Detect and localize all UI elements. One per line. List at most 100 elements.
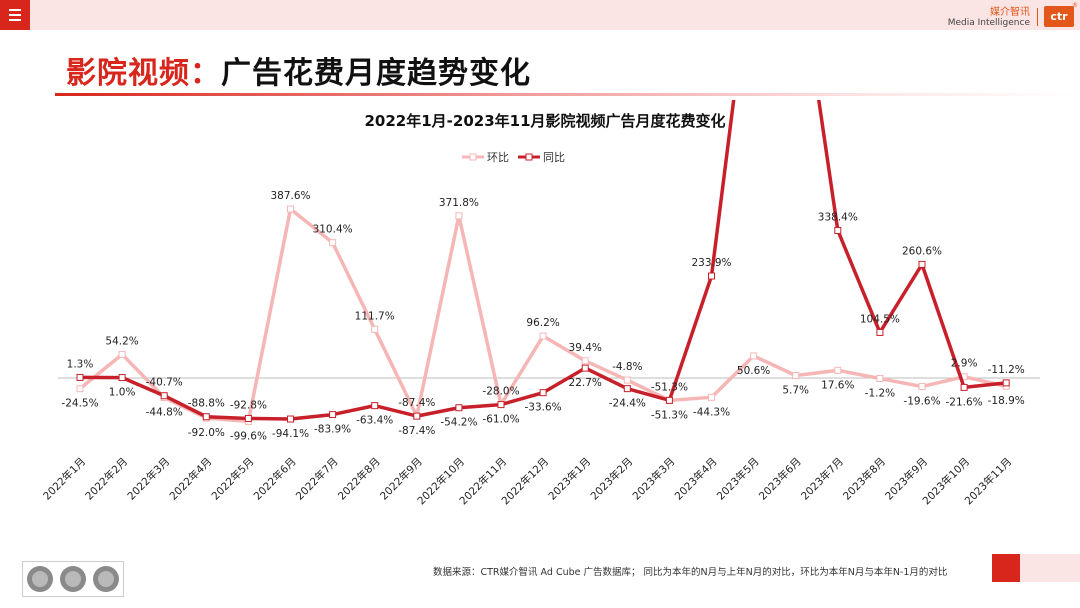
- x-tick-label: 2023年8月: [840, 455, 888, 503]
- data-label: 2.9%: [951, 358, 978, 370]
- data-label: -88.8%: [188, 398, 225, 410]
- data-label: -54.2%: [440, 417, 477, 429]
- x-tick-label: 2023年4月: [672, 455, 720, 503]
- data-label: -51.3%: [651, 381, 688, 393]
- data-label: -87.4%: [398, 397, 435, 409]
- data-label: -44.8%: [146, 407, 183, 419]
- mom-point: [708, 393, 715, 401]
- mom-point: [329, 239, 337, 247]
- series-line-yoy: [79, 100, 1007, 421]
- data-label: 1.0%: [109, 387, 136, 399]
- yoy-point: [918, 260, 926, 268]
- title-underline: [55, 93, 1080, 96]
- x-tick-label: 2023年3月: [630, 455, 678, 503]
- x-tick-label: 2023年1月: [546, 455, 594, 503]
- data-label: -21.6%: [946, 396, 983, 408]
- yoy-point: [539, 389, 547, 397]
- data-label: -40.7%: [146, 377, 183, 389]
- data-label: -44.3%: [693, 406, 730, 418]
- brand-cn: 媒介智讯: [990, 7, 1030, 18]
- page-title: 影院视频：广告花费月度趋势变化: [66, 48, 531, 92]
- x-tick-label: 2022年7月: [293, 455, 341, 503]
- yoy-point: [876, 328, 884, 336]
- yoy-point: [623, 385, 631, 393]
- x-tick-label: 2022年3月: [125, 455, 173, 503]
- yoy-point: [160, 392, 168, 400]
- data-label: 233.9%: [691, 257, 731, 269]
- data-label: -28.0%: [482, 386, 519, 398]
- data-label: -51.3%: [651, 409, 688, 421]
- x-tick-label: 2023年2月: [588, 455, 636, 503]
- brand-divider: [1037, 8, 1038, 26]
- mom-point: [118, 350, 126, 358]
- data-label: 387.6%: [270, 190, 310, 202]
- data-label: 50.6%: [737, 365, 770, 377]
- data-label: -1.2%: [865, 388, 895, 400]
- brand-text: 媒介智讯 Media Intelligence: [948, 7, 1030, 29]
- yoy-point: [960, 383, 968, 391]
- data-label: -11.2%: [988, 364, 1025, 376]
- footer-accent-block: [992, 554, 1020, 582]
- x-tick-label: 2023年6月: [756, 455, 804, 503]
- yoy-point: [413, 412, 421, 420]
- sgs-badge-icon: [93, 566, 120, 592]
- ctr-logo: ctr: [1044, 6, 1074, 27]
- mom-point: [918, 383, 926, 391]
- mom-point: [581, 357, 589, 365]
- page-title-main: 广告花费月度趋势变化: [221, 56, 531, 91]
- data-label: 54.2%: [105, 335, 138, 347]
- yoy-point: [287, 415, 294, 423]
- data-label: -99.6%: [230, 430, 267, 442]
- data-label: 338.4%: [818, 211, 858, 223]
- data-label: -92.8%: [230, 399, 267, 411]
- yoy-point: [244, 414, 252, 422]
- data-label: -87.4%: [398, 425, 435, 437]
- yoy-point: [76, 373, 84, 381]
- data-label: -4.8%: [612, 361, 642, 373]
- mom-point: [623, 376, 631, 384]
- data-label: 104.5%: [860, 313, 900, 325]
- data-label: 260.6%: [902, 245, 942, 257]
- data-label: -19.6%: [903, 396, 940, 408]
- data-label: 39.4%: [569, 342, 602, 354]
- mom-point: [750, 352, 758, 360]
- data-label: -63.4%: [356, 415, 393, 427]
- menu-icon[interactable]: [0, 0, 30, 30]
- yoy-point: [708, 272, 715, 280]
- yoy-point: [329, 411, 337, 419]
- data-label: 22.7%: [569, 377, 602, 389]
- chart-title: 2022年1月-2023年11月影院视频广告月度花费变化: [364, 112, 725, 130]
- yoy-point: [1002, 379, 1010, 387]
- data-label: 111.7%: [355, 310, 395, 322]
- data-label: 371.8%: [439, 197, 479, 209]
- source-note: 数据来源：CTR媒介智讯 Ad Cube 广告数据库； 同比为本年的N月与上年N…: [433, 567, 948, 578]
- mom-point: [76, 385, 84, 393]
- mom-point: [371, 325, 379, 333]
- certification-badges: [22, 561, 124, 597]
- x-tick-label: 2022年2月: [83, 455, 131, 503]
- x-tick-label: 2022年1月: [40, 455, 88, 503]
- sgs-badge-icon: [59, 566, 86, 592]
- data-label: -83.9%: [314, 424, 351, 436]
- yoy-point: [581, 364, 589, 372]
- registered-mark: ®: [1072, 2, 1078, 9]
- data-label: -61.0%: [482, 414, 519, 426]
- data-label: -18.9%: [988, 395, 1025, 407]
- yoy-point: [118, 374, 126, 382]
- x-tick-label: 2022年4月: [167, 455, 215, 503]
- yoy-point: [202, 413, 210, 421]
- mom-point: [792, 372, 800, 380]
- data-label: 5.7%: [782, 385, 809, 397]
- mom-point: [834, 366, 842, 374]
- data-label: 17.6%: [821, 379, 854, 391]
- data-label: -94.1%: [272, 428, 309, 440]
- x-tick-label: 2022年8月: [335, 455, 383, 503]
- page-title-prefix: 影院视频：: [66, 56, 221, 91]
- data-label: -92.0%: [188, 427, 225, 439]
- x-tick-label: 2023年7月: [798, 455, 846, 503]
- x-tick-label: 2023年5月: [714, 455, 762, 503]
- legend-marker: [469, 153, 477, 161]
- yoy-point: [834, 226, 842, 234]
- data-label: -33.6%: [525, 402, 562, 414]
